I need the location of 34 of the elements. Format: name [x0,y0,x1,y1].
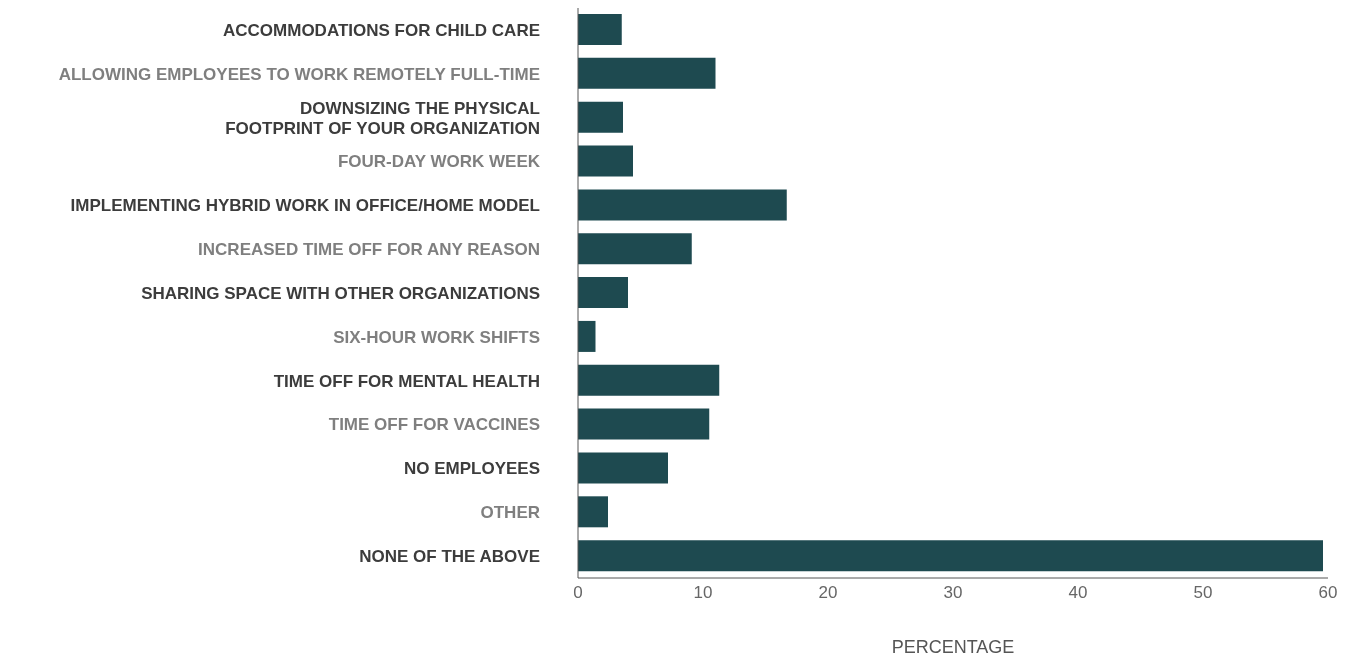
bar [578,101,623,133]
bar [578,14,622,45]
y-tick-label: ACCOMMODATIONS FOR CHILD CARE [223,20,540,40]
y-tick-label: OTHER [480,503,540,523]
bar [578,408,710,440]
y-tick-label: IMPLEMENTING HYBRID WORK IN OFFICE/HOME MODEL [70,196,540,216]
bar [578,364,720,396]
x-tick-label: 40 [1068,583,1088,603]
x-tick-label: 60 [1318,583,1338,603]
x-axis-title: PERCENTAGE [891,637,1015,657]
y-tick-label: TIME OFF FOR VACCINES [328,415,540,435]
bar [578,496,608,528]
x-tick-label: 20 [818,583,838,603]
y-tick-label: ALLOWING EMPLOYEES TO WORK REMOTELY FULL-TIME [58,64,540,84]
bar [578,145,633,177]
bar [578,233,692,265]
bar [578,189,787,221]
x-tick-label: 50 [1193,583,1213,603]
y-tick-label: NO EMPLOYEES [403,459,540,479]
bar [578,452,668,484]
y-tick-label: NONE OF THE ABOVE [359,547,540,567]
y-tick-label: DOWNSIZING THE PHYSICAL FOOTPRINT OF YOUR ORGANIZATION [225,98,540,138]
bar [578,540,1323,572]
bar [578,57,716,89]
x-tick-label: 0 [573,583,583,603]
bar [578,320,596,352]
bar [578,277,628,309]
y-tick-label: FOUR-DAY WORK WEEK [337,152,541,172]
y-tick-label: SIX-HOUR WORK SHIFTS [333,327,540,347]
x-tick-label: 30 [943,583,963,603]
x-tick-label: 10 [693,583,713,603]
y-tick-label: INCREASED TIME OFF FOR ANY REASON [198,240,540,260]
y-tick-label: TIME OFF FOR MENTAL HEALTH [273,371,540,391]
y-tick-label: SHARING SPACE WITH OTHER ORGANIZATIONS [141,283,540,303]
